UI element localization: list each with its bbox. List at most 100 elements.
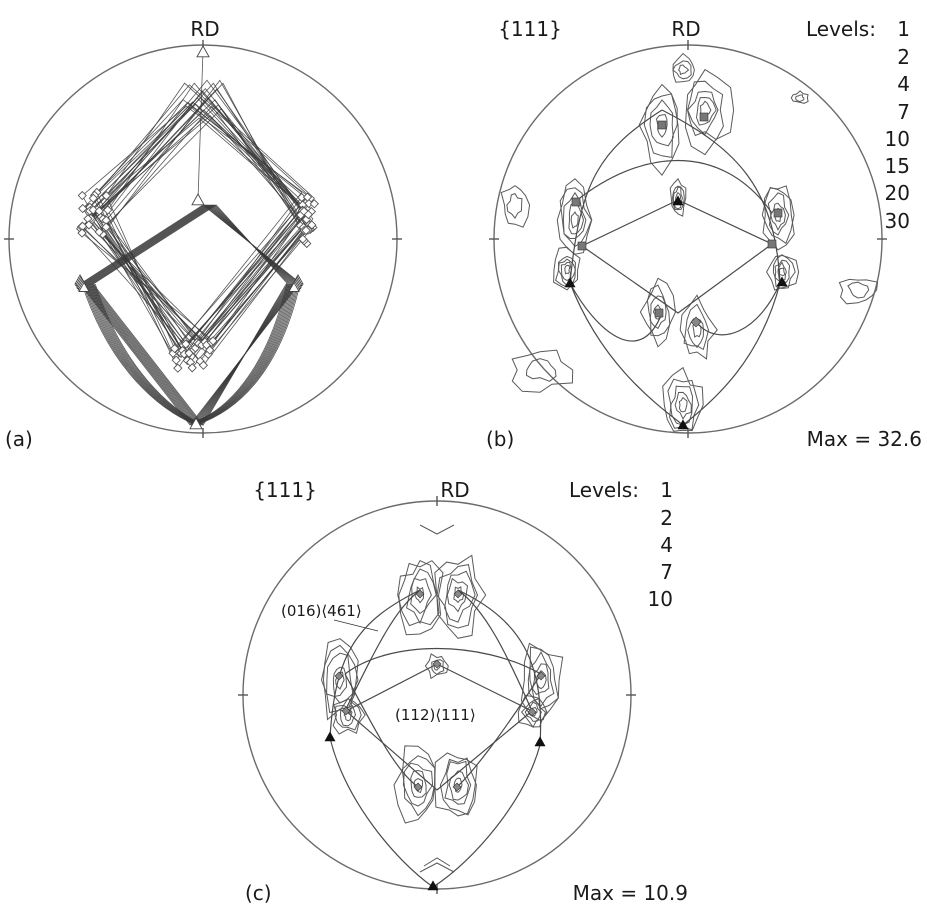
triangle-marker [196, 45, 210, 58]
square-marker [773, 208, 783, 218]
contour-line [838, 278, 879, 305]
contour-line [401, 755, 436, 817]
trajectory-path [195, 283, 288, 422]
max-label-c: Max = 10.9 [573, 881, 688, 905]
stereographic-circle-b [493, 44, 883, 434]
contour-line [777, 261, 787, 282]
stereographic-circle-c [242, 500, 632, 890]
trajectory-path [94, 283, 197, 422]
intensity-contours-c [320, 524, 564, 873]
diamond-marker [432, 659, 442, 669]
contour-line [556, 178, 593, 255]
contour-line [684, 68, 735, 156]
panel-tag-c: (c) [245, 881, 272, 905]
diamond-marker [103, 205, 113, 215]
contour-line [334, 697, 362, 731]
level-value: 2 [660, 506, 673, 530]
contour-line [402, 762, 434, 807]
triangle-marker [324, 731, 336, 742]
diamond-marker [415, 589, 425, 599]
contour-line [434, 554, 487, 639]
diamond-marker [77, 228, 87, 238]
contour-line [423, 857, 451, 867]
square-marker [654, 308, 664, 318]
contour-line [525, 358, 557, 382]
contour-line [453, 777, 463, 793]
trajectory-path [90, 204, 290, 426]
triangle-marker [564, 277, 576, 288]
contour-line [527, 646, 559, 710]
contour-line [669, 178, 687, 217]
contour-line [434, 752, 478, 817]
trajectory-path [92, 204, 288, 426]
diamond-marker [205, 345, 215, 355]
contour-line [570, 211, 579, 229]
level-value: 4 [897, 72, 910, 96]
diamond-marker [303, 209, 313, 220]
max-label-b: Max = 32.6 [807, 427, 922, 451]
diamond-marker [208, 336, 218, 346]
contour-line [500, 185, 531, 228]
contour-line [762, 185, 795, 251]
contour-line [790, 90, 809, 104]
diamond-marker [452, 782, 462, 792]
diamond-marker [94, 206, 104, 216]
plane-label-c: {111} [253, 478, 317, 502]
panel-tag-b: (b) [486, 427, 514, 451]
annotation-112-111: (112)⟨111⟩ [395, 706, 476, 724]
contour-line [649, 295, 667, 330]
contour-line [332, 666, 348, 697]
contour-line [397, 560, 440, 627]
diamond-marker [78, 203, 88, 214]
orientation-markers-b [564, 112, 788, 430]
level-value: 15 [885, 154, 910, 178]
contour-line [332, 698, 366, 735]
diamond-marker [187, 363, 197, 373]
contour-line [424, 653, 449, 680]
ideal-orientation-arcs-c [329, 589, 542, 888]
square-marker [577, 241, 587, 251]
diamond-marker [527, 707, 537, 717]
triangle-marker [191, 193, 205, 206]
diamond-marker [171, 355, 181, 365]
square-marker [767, 239, 777, 249]
levels-title-b: Levels: [806, 17, 876, 41]
level-value: 10 [885, 127, 910, 151]
diamond-marker [101, 191, 112, 201]
contour-line [662, 366, 704, 432]
level-value: 10 [648, 587, 673, 611]
contour-line [695, 96, 717, 126]
contour-line [448, 770, 470, 801]
diamond-marker [173, 363, 183, 373]
contour-line [564, 264, 571, 275]
triangle-marker [78, 281, 90, 292]
level-value: 1 [660, 478, 673, 502]
contour-line [524, 701, 542, 722]
trajectory-path [98, 109, 309, 351]
square-marker [657, 120, 667, 130]
contour-line [393, 745, 436, 824]
contour-line [795, 94, 805, 103]
contour-line [520, 642, 564, 722]
diamond-marker [94, 227, 104, 237]
square-marker [699, 112, 709, 122]
contour-line [506, 192, 523, 219]
diamond-marker [298, 234, 308, 244]
level-value: 7 [897, 100, 910, 124]
contour-line [439, 757, 477, 816]
contour-line [672, 52, 695, 83]
panel-tag-a: (a) [5, 427, 33, 451]
triangle-marker [534, 736, 546, 747]
contour-line [419, 862, 455, 873]
diamond-marker [101, 222, 111, 232]
trajectory-path [80, 99, 305, 343]
contour-line [687, 318, 705, 349]
contour-line [774, 259, 791, 283]
trajectory-path [197, 49, 204, 201]
diamond-marker [690, 316, 702, 328]
diamond-marker [88, 193, 98, 203]
contour-line [444, 570, 476, 623]
pole-figure-a: RD (a) [4, 17, 402, 451]
contour-line [335, 671, 345, 690]
